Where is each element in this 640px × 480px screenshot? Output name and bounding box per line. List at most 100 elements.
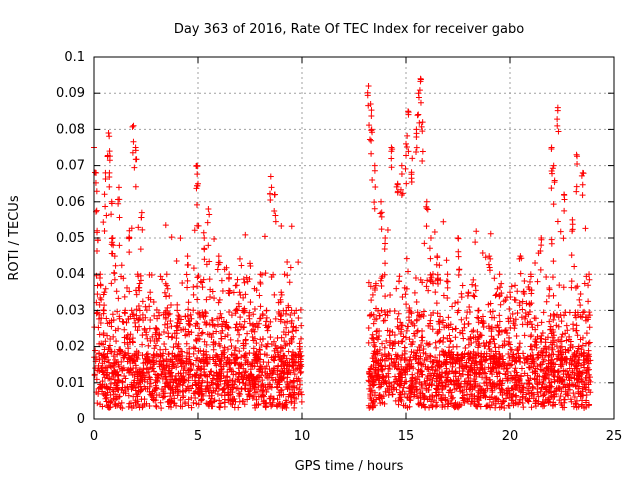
- data-point: [509, 397, 516, 404]
- data-point: [108, 241, 115, 248]
- data-point: [157, 399, 164, 406]
- data-point: [503, 330, 510, 337]
- data-point: [129, 339, 136, 346]
- data-point: [529, 383, 536, 390]
- data-point: [465, 341, 472, 348]
- data-point: [476, 401, 483, 408]
- data-point: [434, 367, 441, 374]
- data-point: [577, 291, 584, 298]
- data-point: [427, 278, 434, 285]
- data-point: [236, 255, 243, 262]
- data-point: [210, 346, 217, 353]
- data-point: [182, 326, 189, 333]
- data-point: [483, 350, 490, 357]
- data-point: [422, 350, 429, 357]
- data-point: [168, 334, 175, 341]
- data-point: [426, 404, 433, 411]
- data-point: [439, 382, 446, 389]
- data-point: [254, 324, 261, 331]
- data-point: [103, 212, 110, 219]
- data-point: [397, 186, 404, 193]
- data-point: [194, 274, 201, 281]
- data-point: [550, 201, 557, 208]
- data-point: [201, 371, 208, 378]
- data-point: [470, 292, 477, 299]
- data-point: [241, 369, 248, 376]
- data-point: [574, 379, 581, 386]
- data-point: [464, 292, 471, 299]
- data-point: [563, 322, 570, 329]
- data-point: [198, 397, 205, 404]
- data-point: [454, 352, 461, 359]
- data-point: [375, 360, 382, 367]
- data-point: [152, 342, 159, 349]
- data-point: [467, 333, 474, 340]
- data-point: [381, 317, 388, 324]
- data-point: [205, 403, 212, 410]
- data-point: [381, 271, 388, 278]
- data-point: [234, 337, 241, 344]
- data-point: [391, 308, 398, 315]
- data-point: [409, 155, 416, 162]
- data-point: [251, 328, 258, 335]
- data-point: [293, 384, 300, 391]
- data-point: [514, 288, 521, 295]
- data-point: [469, 281, 476, 288]
- data-point: [458, 316, 465, 323]
- data-point: [249, 321, 256, 328]
- data-point: [182, 387, 189, 394]
- data-point: [586, 324, 593, 331]
- data-point: [214, 354, 221, 361]
- data-point: [225, 391, 232, 398]
- data-point: [382, 311, 389, 318]
- data-point: [147, 296, 154, 303]
- data-point: [557, 393, 564, 400]
- data-point: [125, 315, 132, 322]
- data-point: [510, 355, 517, 362]
- data-point: [154, 315, 161, 322]
- data-point: [265, 359, 272, 366]
- data-point: [476, 371, 483, 378]
- data-point: [124, 284, 131, 291]
- data-point: [378, 282, 385, 289]
- data-point: [274, 371, 281, 378]
- data-point: [517, 270, 524, 277]
- data-point: [540, 309, 547, 316]
- data-point: [263, 388, 270, 395]
- data-point: [574, 160, 581, 167]
- data-point: [173, 355, 180, 362]
- data-point: [198, 396, 205, 403]
- data-point: [241, 279, 248, 286]
- data-point: [512, 322, 519, 329]
- data-point: [524, 356, 531, 363]
- data-point: [109, 311, 116, 318]
- data-point: [537, 335, 544, 342]
- data-point: [278, 386, 285, 393]
- data-point: [238, 354, 245, 361]
- data-point: [574, 153, 581, 160]
- data-point: [108, 364, 115, 371]
- data-point: [440, 218, 447, 225]
- data-point: [561, 196, 568, 203]
- data-point: [424, 206, 431, 213]
- data-point: [562, 368, 569, 375]
- data-point: [421, 395, 428, 402]
- data-point: [228, 312, 235, 319]
- data-point: [483, 382, 490, 389]
- data-point: [408, 383, 415, 390]
- data-point: [242, 291, 249, 298]
- data-point: [179, 403, 186, 410]
- data-point: [568, 381, 575, 388]
- data-point: [505, 318, 512, 325]
- data-point: [228, 342, 235, 349]
- data-point: [225, 275, 232, 282]
- data-point: [182, 400, 189, 407]
- data-point: [452, 334, 459, 341]
- data-point: [518, 314, 525, 321]
- data-point: [426, 245, 433, 252]
- data-point: [115, 200, 122, 207]
- data-point: [442, 370, 449, 377]
- data-point: [403, 285, 410, 292]
- data-point: [382, 240, 389, 247]
- data-point: [529, 369, 536, 376]
